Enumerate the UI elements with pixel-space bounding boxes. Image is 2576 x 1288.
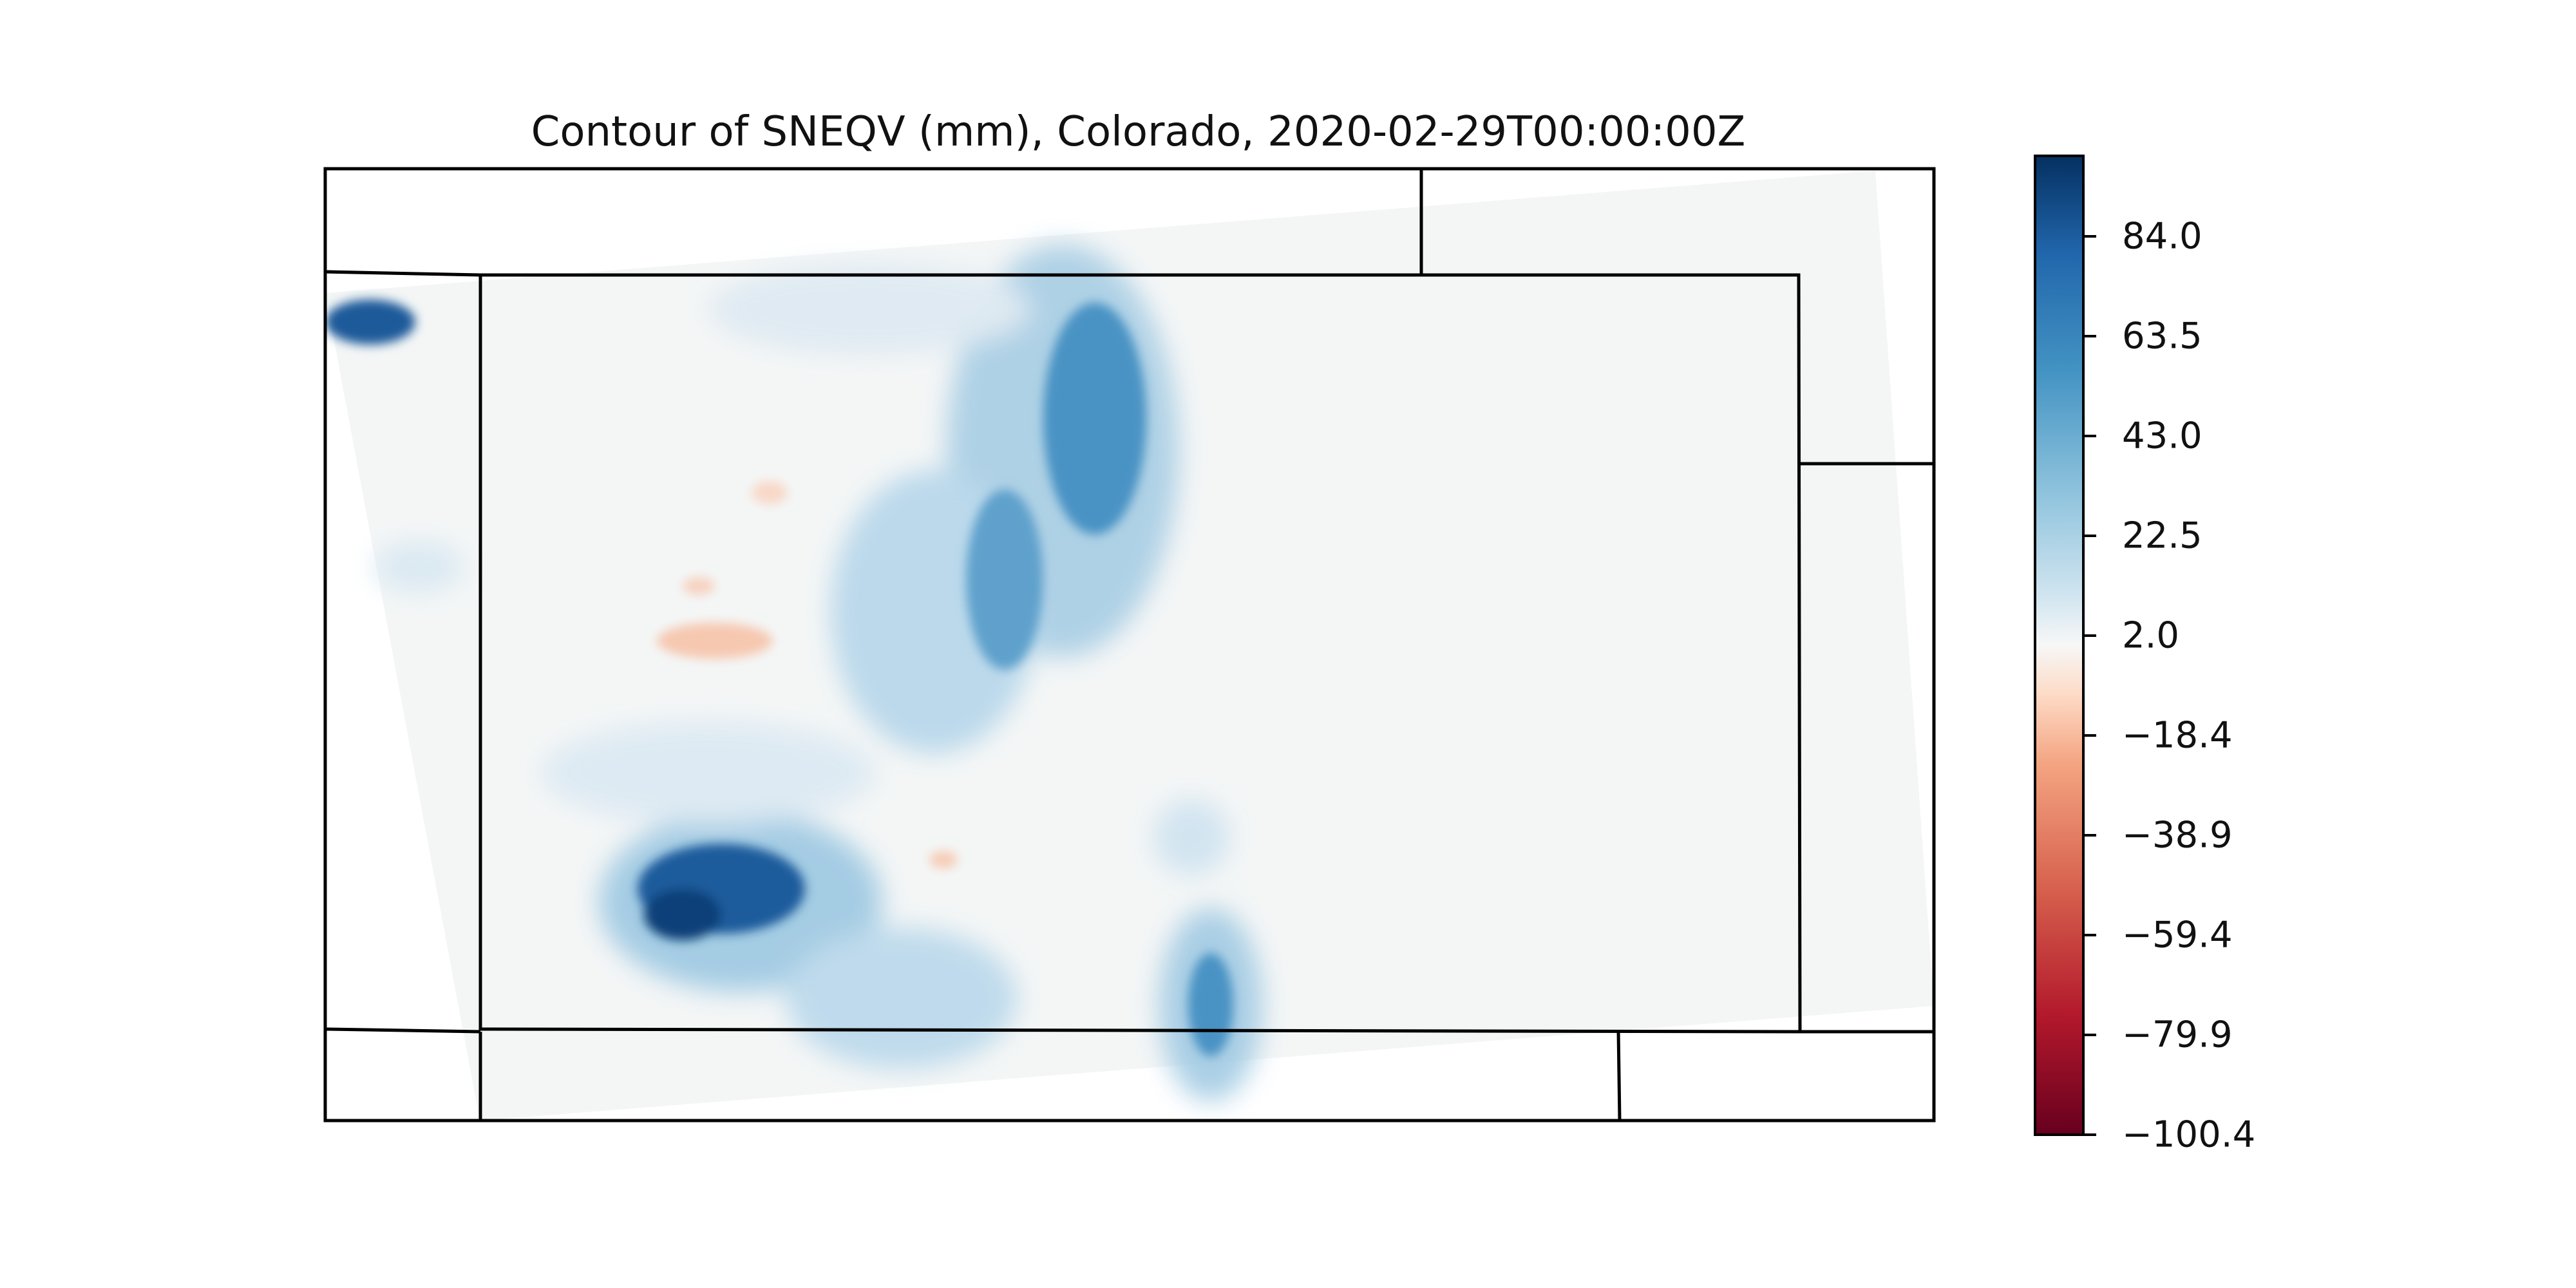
snow-field [325,171,1934,1121]
map-title: Contour of SNEQV (mm), Colorado, 2020-02… [531,108,1746,156]
colorbar-ticks [2083,235,2096,1136]
state-boundaries [325,169,1934,1121]
axes-frame [323,167,1936,1122]
snow-core [644,889,721,940]
colorbar-tick-label: −79.9 [2122,1014,2233,1056]
boundary-line [325,270,481,277]
snow-core [1188,953,1233,1056]
negative-area [657,623,773,659]
colorbar-tick-label: 43.0 [2122,415,2202,457]
colorbar-tick-label: 84.0 [2122,215,2202,258]
snow-area [786,927,1018,1069]
snow-area [374,541,464,592]
colorbar [2034,155,2085,1136]
colorbar-tick-label: 2.0 [2122,614,2180,657]
colorbar-tick-label: −59.4 [2122,914,2233,956]
negative-area [752,481,788,504]
colorbar-tick-label: −18.4 [2122,714,2233,757]
colorbar-tick-label: −38.9 [2122,814,2233,857]
snow-core [325,299,415,345]
snow-area [708,264,1030,354]
snow-area [541,721,876,824]
colorbar-tick-label: 22.5 [2122,515,2202,557]
negative-area [929,851,958,869]
colorbar-tick-label: 63.5 [2122,315,2202,357]
colorbar-tick-label: −100.4 [2122,1113,2256,1156]
boundary-line [325,1027,481,1034]
snow-core [1043,303,1146,535]
boundary-line [1616,1030,1622,1121]
negative-area [683,577,715,595]
snow-area [1153,799,1230,876]
snow-core [966,489,1043,670]
